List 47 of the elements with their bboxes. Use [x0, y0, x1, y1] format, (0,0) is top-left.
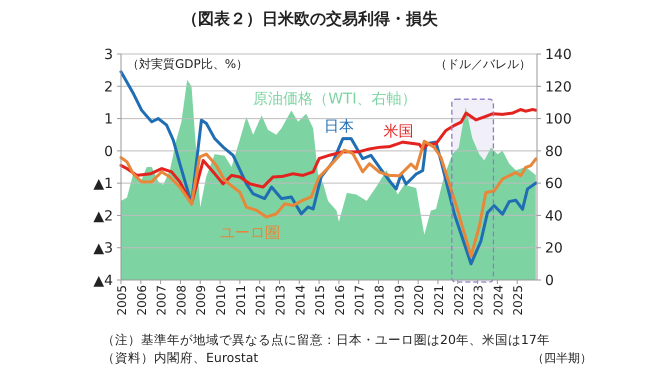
y2-tick-label: 40 [545, 208, 563, 224]
y-tick-label: ▲4 [93, 273, 114, 289]
x-tick-label: 2019 [392, 285, 406, 316]
y2-tick-label: 120 [545, 79, 572, 96]
x-tick-label: 2011 [234, 285, 248, 316]
y2-tick-label: 80 [545, 144, 563, 160]
y2-tick-label: 100 [545, 112, 572, 128]
text: （注）基準年が地域で異なる点に留意：日本・ユーロ圏は20年、米国は17年 [102, 332, 550, 347]
x-tick-label: 2014 [293, 285, 308, 316]
x-tick-label: 2025 [511, 285, 526, 316]
x-tick-label: 2013 [273, 285, 288, 316]
y-tick-label: ▲2 [93, 208, 113, 224]
x-tick-label: 2008 [174, 285, 188, 316]
y-tick-label: 1 [104, 112, 113, 128]
text: （資料）内閣府、Eurostat [102, 350, 258, 365]
y-tick-label: 0 [104, 144, 113, 160]
chart-title: （図表２）日米欧の交易利得・損失 [182, 9, 438, 28]
x-tick-label: 2010 [214, 285, 228, 316]
x-tick-label: 2023 [472, 285, 486, 316]
x-tick-label: 2018 [372, 285, 387, 316]
y-tick-label: 3 [104, 47, 113, 63]
x-tick-label: 2009 [194, 285, 208, 316]
y2-tick-label: 20 [545, 240, 563, 257]
y-tick-label: ▲3 [93, 240, 113, 257]
series-label: 日本 [324, 117, 354, 136]
x-tick-label: 2015 [313, 285, 328, 316]
x-tick-label: 2007 [154, 285, 169, 316]
y2-tick-label: 0 [545, 273, 554, 289]
x-tick-label: 2016 [332, 285, 347, 316]
x-tick-label: 2022 [452, 285, 466, 316]
x-tick-label: 2005 [115, 285, 129, 316]
y-tick-label: 2 [104, 79, 113, 96]
x-axis-title: （四半期） [532, 351, 592, 365]
series-label: 米国 [383, 122, 414, 140]
x-tick-label: 2020 [412, 285, 426, 316]
series-label: 原油価格（WTI、右軸） [253, 90, 417, 108]
y-tick-label: ▲1 [93, 176, 113, 192]
y2-axis-title: （ドル／バレル） [435, 57, 531, 71]
x-tick-label: 2006 [134, 285, 149, 316]
series-label: ユーロ圏 [220, 224, 280, 242]
x-tick-label: 2024 [491, 285, 506, 316]
x-tick-label: 2021 [432, 285, 446, 316]
x-tick-label: 2012 [254, 285, 268, 316]
y-axis-title: （対実質GDP比、%） [127, 57, 248, 71]
y2-tick-label: 140 [545, 47, 572, 63]
y2-tick-label: 60 [545, 176, 563, 192]
x-tick-label: 2017 [352, 285, 367, 316]
